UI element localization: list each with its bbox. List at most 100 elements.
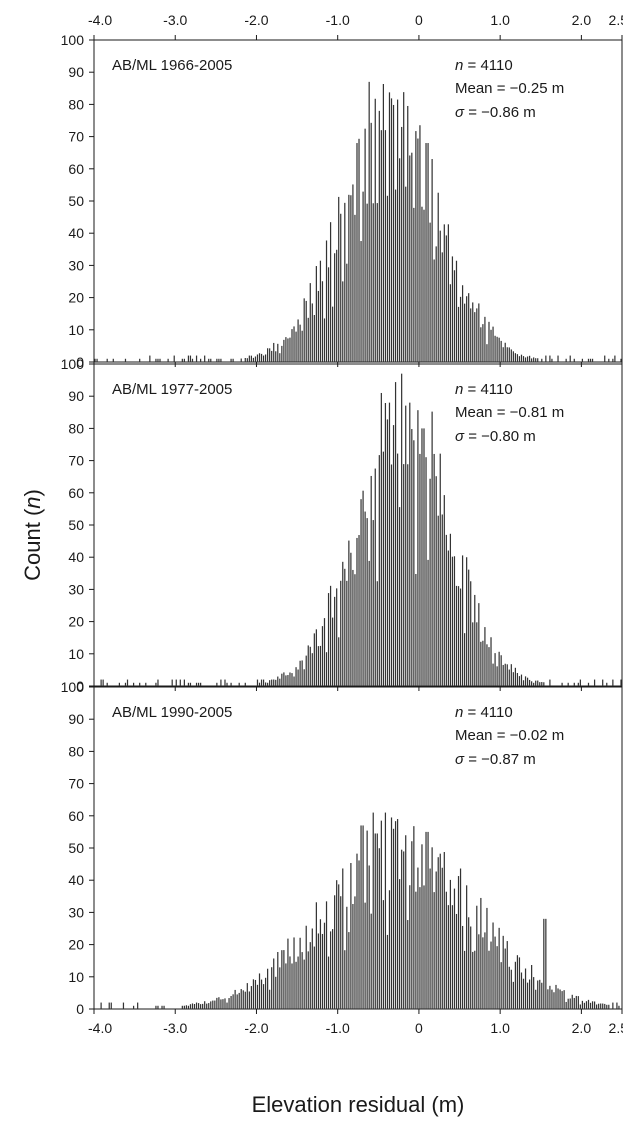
panel-label: AB/ML 1966-2005 xyxy=(112,57,232,74)
histogram-bar xyxy=(423,885,425,1009)
stat-mean: Mean = −0.02 m xyxy=(455,727,564,744)
histogram-bar xyxy=(411,152,413,362)
x-tick-label-top: -3.0 xyxy=(163,12,187,28)
x-tick-label-bottom: -3.0 xyxy=(163,1020,187,1036)
histogram-bar xyxy=(533,977,535,1009)
histogram-bar xyxy=(305,925,307,1009)
histogram-bar xyxy=(269,680,271,686)
histogram-bar xyxy=(329,585,332,686)
histogram-bar xyxy=(512,351,514,362)
histogram-bar xyxy=(541,982,543,1009)
histogram-bar xyxy=(490,637,492,686)
histogram-bar xyxy=(214,1000,216,1009)
histogram-bar xyxy=(437,192,439,362)
histogram-bar xyxy=(118,682,120,686)
histogram-bar xyxy=(258,973,261,1009)
histogram-bar xyxy=(573,997,575,1009)
histogram-bar xyxy=(368,865,370,1009)
histogram-bar xyxy=(429,478,431,686)
histogram-bar xyxy=(537,680,539,686)
stat-n-value: = 4110 xyxy=(463,704,512,721)
histogram-bar xyxy=(228,998,230,1009)
histogram-bar xyxy=(236,994,238,1009)
histogram-bar xyxy=(246,983,248,1009)
histogram-bar xyxy=(492,663,494,686)
histogram-bar xyxy=(388,92,391,363)
histogram-bar xyxy=(200,1004,202,1009)
histogram-bar xyxy=(193,1004,196,1009)
histogram-bar xyxy=(510,969,512,1009)
histogram-bar xyxy=(612,679,614,686)
histogram-bar xyxy=(512,981,514,1009)
histogram-bar xyxy=(340,580,342,686)
y-tick-label: 60 xyxy=(68,808,84,824)
histogram-bar xyxy=(415,573,417,686)
histogram-bar xyxy=(342,868,344,1009)
histogram-bar xyxy=(248,355,250,362)
histogram-bar xyxy=(411,841,413,1009)
histogram-bar xyxy=(549,985,551,1009)
histogram-bar xyxy=(516,955,519,1009)
histogram-bar xyxy=(518,356,521,362)
stat-n: n = 4110 xyxy=(455,704,513,721)
histogram-bar xyxy=(441,252,443,362)
histogram-bar xyxy=(295,667,297,686)
histogram-bar xyxy=(543,682,545,686)
histogram-bar xyxy=(354,214,356,362)
histogram-bar xyxy=(604,355,606,362)
histogram-bar xyxy=(579,679,581,686)
histogram-bar xyxy=(293,937,295,1009)
histogram-bar xyxy=(364,511,366,686)
histogram-bar xyxy=(285,337,287,362)
y-tick-label: 100 xyxy=(61,32,85,48)
histogram-bar xyxy=(195,1002,198,1009)
histogram-bar xyxy=(431,159,433,362)
histogram-bar xyxy=(427,143,429,362)
histogram-bar xyxy=(390,817,393,1009)
histogram-bar xyxy=(161,1005,163,1009)
histogram-bar xyxy=(277,676,279,686)
histogram-bar xyxy=(457,876,460,1009)
histogram-bar xyxy=(382,451,384,686)
histogram-bar xyxy=(589,358,592,362)
histogram-bar xyxy=(323,922,326,1009)
histogram-bar xyxy=(445,235,447,362)
x-tick-label-bottom: -2.0 xyxy=(244,1020,268,1036)
histogram-bar xyxy=(443,495,445,686)
histogram-bar xyxy=(518,957,521,1009)
histogram-bar xyxy=(392,425,395,686)
histogram-bar xyxy=(543,918,545,1009)
histogram-bar xyxy=(216,358,218,362)
histogram-bar xyxy=(279,967,281,1009)
histogram-bar xyxy=(492,326,494,362)
y-tick-label: 10 xyxy=(68,646,84,662)
histogram-bar xyxy=(307,645,309,686)
histogram-bar xyxy=(364,902,366,1009)
histogram-bar xyxy=(208,1003,210,1009)
stat-n-value: = 4110 xyxy=(463,381,512,398)
histogram-bar xyxy=(94,358,96,362)
histogram-bar xyxy=(399,507,401,686)
histogram-bar xyxy=(417,410,419,686)
histogram-bar xyxy=(537,980,539,1009)
histogram-bar xyxy=(516,354,519,362)
histogram-bar xyxy=(246,358,248,362)
histogram-bar xyxy=(531,681,533,686)
histogram-bar xyxy=(332,617,334,686)
histogram-bar xyxy=(421,206,423,362)
histogram-bar xyxy=(122,1002,125,1009)
histogram-bar xyxy=(317,290,320,362)
histogram-bar xyxy=(587,358,590,362)
histogram-bar xyxy=(258,353,261,362)
histogram-bar xyxy=(370,122,372,362)
histogram-bar xyxy=(297,956,299,1009)
histogram-bar xyxy=(409,155,411,362)
histogram-bar xyxy=(449,879,452,1009)
histogram-bar xyxy=(606,1004,608,1009)
histogram-bar xyxy=(374,468,376,686)
histogram-bar xyxy=(366,518,368,686)
histogram-bar xyxy=(470,308,472,362)
panel-label: AB/ML 1977-2005 xyxy=(112,381,232,398)
histogram-bar xyxy=(283,672,285,686)
histogram-bar xyxy=(260,979,263,1009)
